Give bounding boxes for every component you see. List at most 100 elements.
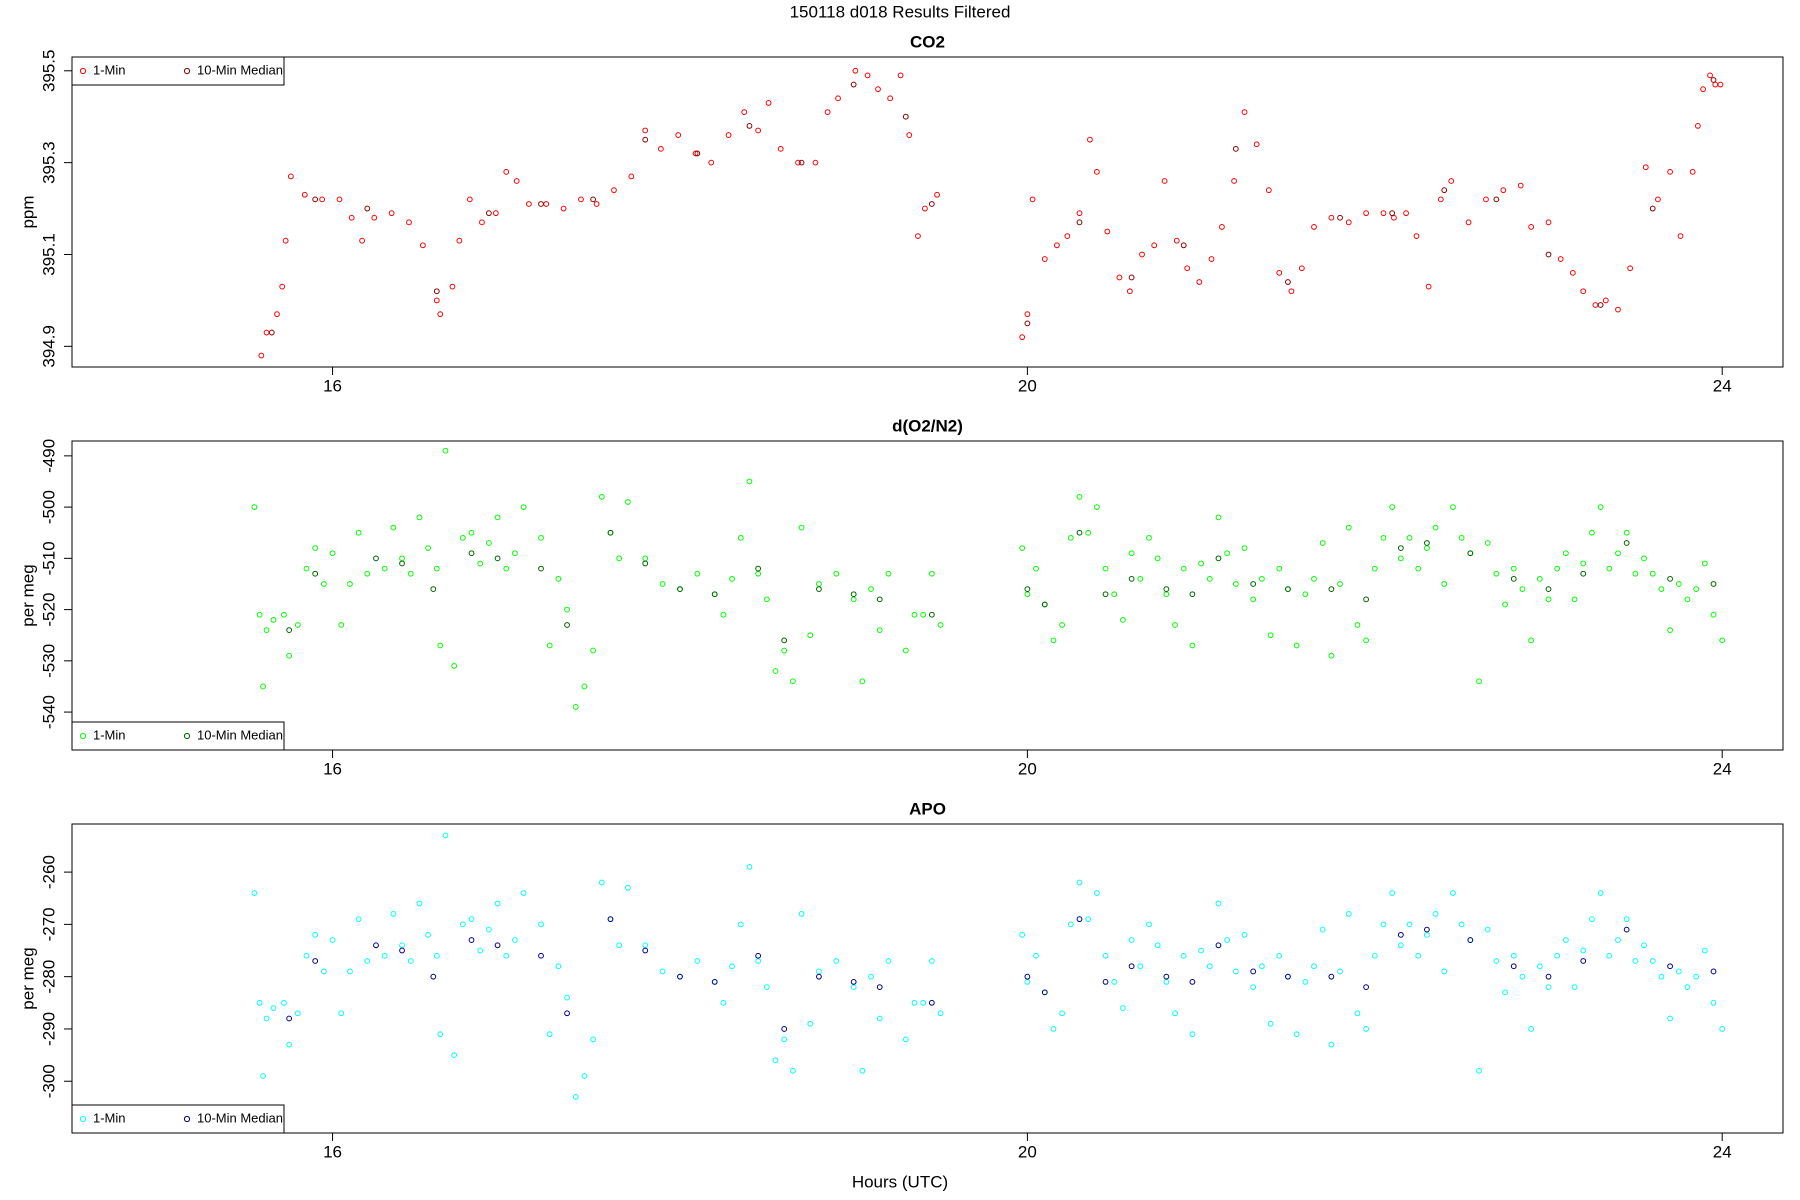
data-point (1380, 210, 1387, 217)
data-point (319, 196, 326, 203)
y-tick-label: 394.9 (39, 325, 58, 368)
data-point (1196, 279, 1203, 285)
data-point (850, 81, 857, 88)
data-point (1111, 978, 1118, 985)
data-point (520, 504, 527, 511)
data-point (781, 647, 788, 654)
data-point (1554, 952, 1561, 959)
data-point (1076, 219, 1083, 226)
data-point (1024, 311, 1031, 318)
data-point (1554, 565, 1561, 572)
data-point (694, 150, 701, 157)
data-point (1397, 545, 1404, 551)
data-point (373, 555, 379, 562)
data-point (564, 994, 570, 1001)
data-point (868, 973, 874, 980)
data-point (301, 191, 308, 198)
data-point (1033, 565, 1039, 572)
y-tick-label: -260 (39, 855, 58, 889)
data-point (1667, 1015, 1673, 1022)
data-point (1137, 963, 1144, 970)
data-point (934, 191, 940, 198)
data-point (1602, 297, 1609, 304)
data-point (1380, 534, 1387, 541)
data-point (1667, 627, 1673, 633)
data-point (466, 196, 473, 203)
data-point (1059, 622, 1066, 628)
data-point (513, 178, 520, 184)
data-point (624, 499, 631, 505)
data-point (897, 72, 904, 79)
x-tick-label: 20 (1018, 1142, 1037, 1161)
data-point (260, 1073, 266, 1079)
data-point (1267, 632, 1274, 639)
data-point (1667, 168, 1673, 175)
data-point (1710, 999, 1717, 1006)
data-point (1437, 196, 1444, 203)
legend-label: 10-Min Median (197, 62, 283, 77)
data-point (390, 911, 397, 917)
data-point (911, 611, 918, 618)
data-point (1510, 575, 1517, 582)
data-point (1328, 214, 1335, 221)
data-point (906, 132, 913, 138)
data-point (364, 205, 371, 212)
data-point (1019, 334, 1026, 341)
data-point (1693, 973, 1700, 980)
data-point (538, 201, 544, 207)
data-point (1198, 947, 1204, 954)
data-point (876, 596, 883, 603)
data-point (1649, 570, 1656, 577)
data-point (1067, 921, 1074, 928)
data-point (1154, 555, 1161, 562)
data-point (1180, 952, 1187, 959)
data-point (1684, 596, 1691, 603)
data-point (1510, 565, 1517, 572)
data-point (835, 95, 841, 102)
data-point (388, 210, 395, 217)
data-point (1328, 1041, 1335, 1048)
data-point (1389, 504, 1396, 511)
data-point (1675, 968, 1682, 975)
data-point (1458, 921, 1465, 928)
legend: 1-Min 10-Min Median (71, 1104, 285, 1134)
data-point (256, 999, 263, 1006)
data-point (268, 329, 275, 336)
data-point (1041, 601, 1048, 608)
data-point (1253, 141, 1260, 148)
data-point (347, 581, 353, 587)
y-tick-label: -520 (39, 593, 58, 627)
data-point (694, 570, 701, 577)
data-point (1285, 279, 1291, 285)
data-point (1224, 937, 1231, 943)
panel: APO per meg -300 -290 -280 -270 -260 16 20 24 1-Mi… (18, 799, 1784, 1161)
data-point (274, 311, 280, 318)
data-point (1363, 210, 1370, 217)
data-point (1128, 937, 1135, 943)
data-point (1545, 596, 1552, 603)
data-point (1632, 570, 1639, 577)
data-point (1519, 586, 1526, 592)
data-point (677, 973, 683, 980)
data-point (1536, 575, 1543, 582)
data-point (624, 884, 631, 891)
data-point (399, 560, 405, 567)
data-point (1689, 168, 1696, 175)
data-point (1293, 1031, 1300, 1038)
legend-box (71, 721, 285, 751)
data-point (1545, 251, 1552, 258)
data-point (746, 478, 753, 485)
data-point (270, 616, 277, 623)
data-point (833, 570, 840, 577)
data-point (538, 565, 544, 572)
data-point (1693, 586, 1700, 592)
data-point (1345, 524, 1352, 531)
data-point (1258, 575, 1265, 582)
data-point (876, 984, 883, 991)
data-point (1064, 233, 1071, 240)
data-point (1710, 77, 1717, 83)
data-point (451, 1052, 458, 1058)
x-tick-label: 20 (1018, 376, 1037, 395)
data-point (746, 122, 753, 129)
